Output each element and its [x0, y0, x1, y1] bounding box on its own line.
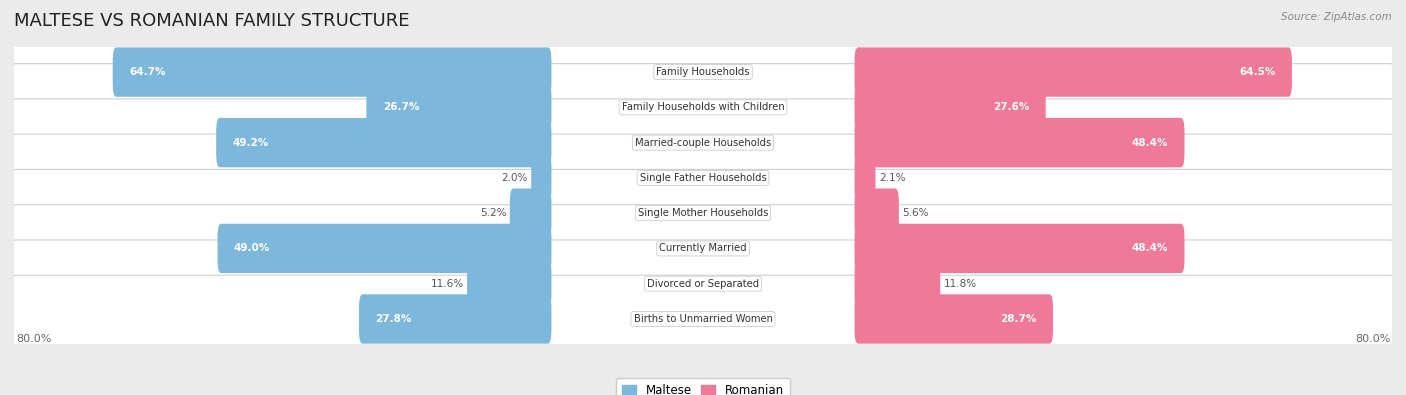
Text: Divorced or Separated: Divorced or Separated — [647, 279, 759, 289]
Text: Currently Married: Currently Married — [659, 243, 747, 254]
FancyBboxPatch shape — [218, 224, 551, 273]
Text: 2.1%: 2.1% — [879, 173, 905, 183]
Text: 64.5%: 64.5% — [1239, 67, 1275, 77]
FancyBboxPatch shape — [855, 118, 1184, 167]
FancyBboxPatch shape — [8, 275, 1398, 363]
FancyBboxPatch shape — [8, 134, 1398, 222]
Text: 48.4%: 48.4% — [1132, 243, 1168, 254]
Text: 11.6%: 11.6% — [430, 279, 464, 289]
Text: Family Households with Children: Family Households with Children — [621, 102, 785, 112]
FancyBboxPatch shape — [510, 188, 551, 238]
Text: 27.8%: 27.8% — [375, 314, 412, 324]
FancyBboxPatch shape — [367, 83, 551, 132]
FancyBboxPatch shape — [8, 28, 1398, 116]
Text: Single Father Households: Single Father Households — [640, 173, 766, 183]
Text: 27.6%: 27.6% — [993, 102, 1029, 112]
Text: Married-couple Households: Married-couple Households — [636, 137, 770, 148]
FancyBboxPatch shape — [855, 153, 876, 203]
Text: 80.0%: 80.0% — [1355, 334, 1391, 344]
Text: 28.7%: 28.7% — [1000, 314, 1036, 324]
FancyBboxPatch shape — [855, 83, 1046, 132]
Text: MALTESE VS ROMANIAN FAMILY STRUCTURE: MALTESE VS ROMANIAN FAMILY STRUCTURE — [14, 12, 409, 30]
FancyBboxPatch shape — [467, 259, 551, 308]
Text: 64.7%: 64.7% — [129, 67, 166, 77]
Text: Births to Unmarried Women: Births to Unmarried Women — [634, 314, 772, 324]
FancyBboxPatch shape — [855, 294, 1053, 344]
FancyBboxPatch shape — [531, 153, 551, 203]
Text: 26.7%: 26.7% — [382, 102, 419, 112]
FancyBboxPatch shape — [8, 205, 1398, 292]
FancyBboxPatch shape — [855, 188, 898, 238]
FancyBboxPatch shape — [112, 47, 551, 97]
Text: Single Mother Households: Single Mother Households — [638, 208, 768, 218]
FancyBboxPatch shape — [8, 240, 1398, 327]
Text: 11.8%: 11.8% — [943, 279, 977, 289]
Text: 49.0%: 49.0% — [233, 243, 270, 254]
Legend: Maltese, Romanian: Maltese, Romanian — [616, 378, 790, 395]
Text: 5.2%: 5.2% — [479, 208, 506, 218]
Text: 80.0%: 80.0% — [15, 334, 51, 344]
Text: 48.4%: 48.4% — [1132, 137, 1168, 148]
FancyBboxPatch shape — [8, 99, 1398, 186]
FancyBboxPatch shape — [8, 64, 1398, 151]
FancyBboxPatch shape — [855, 224, 1184, 273]
Text: 5.6%: 5.6% — [903, 208, 929, 218]
Text: 49.2%: 49.2% — [232, 137, 269, 148]
FancyBboxPatch shape — [855, 47, 1292, 97]
FancyBboxPatch shape — [217, 118, 551, 167]
FancyBboxPatch shape — [855, 259, 941, 308]
FancyBboxPatch shape — [8, 169, 1398, 257]
Text: 2.0%: 2.0% — [502, 173, 527, 183]
Text: Source: ZipAtlas.com: Source: ZipAtlas.com — [1281, 12, 1392, 22]
Text: Family Households: Family Households — [657, 67, 749, 77]
FancyBboxPatch shape — [359, 294, 551, 344]
